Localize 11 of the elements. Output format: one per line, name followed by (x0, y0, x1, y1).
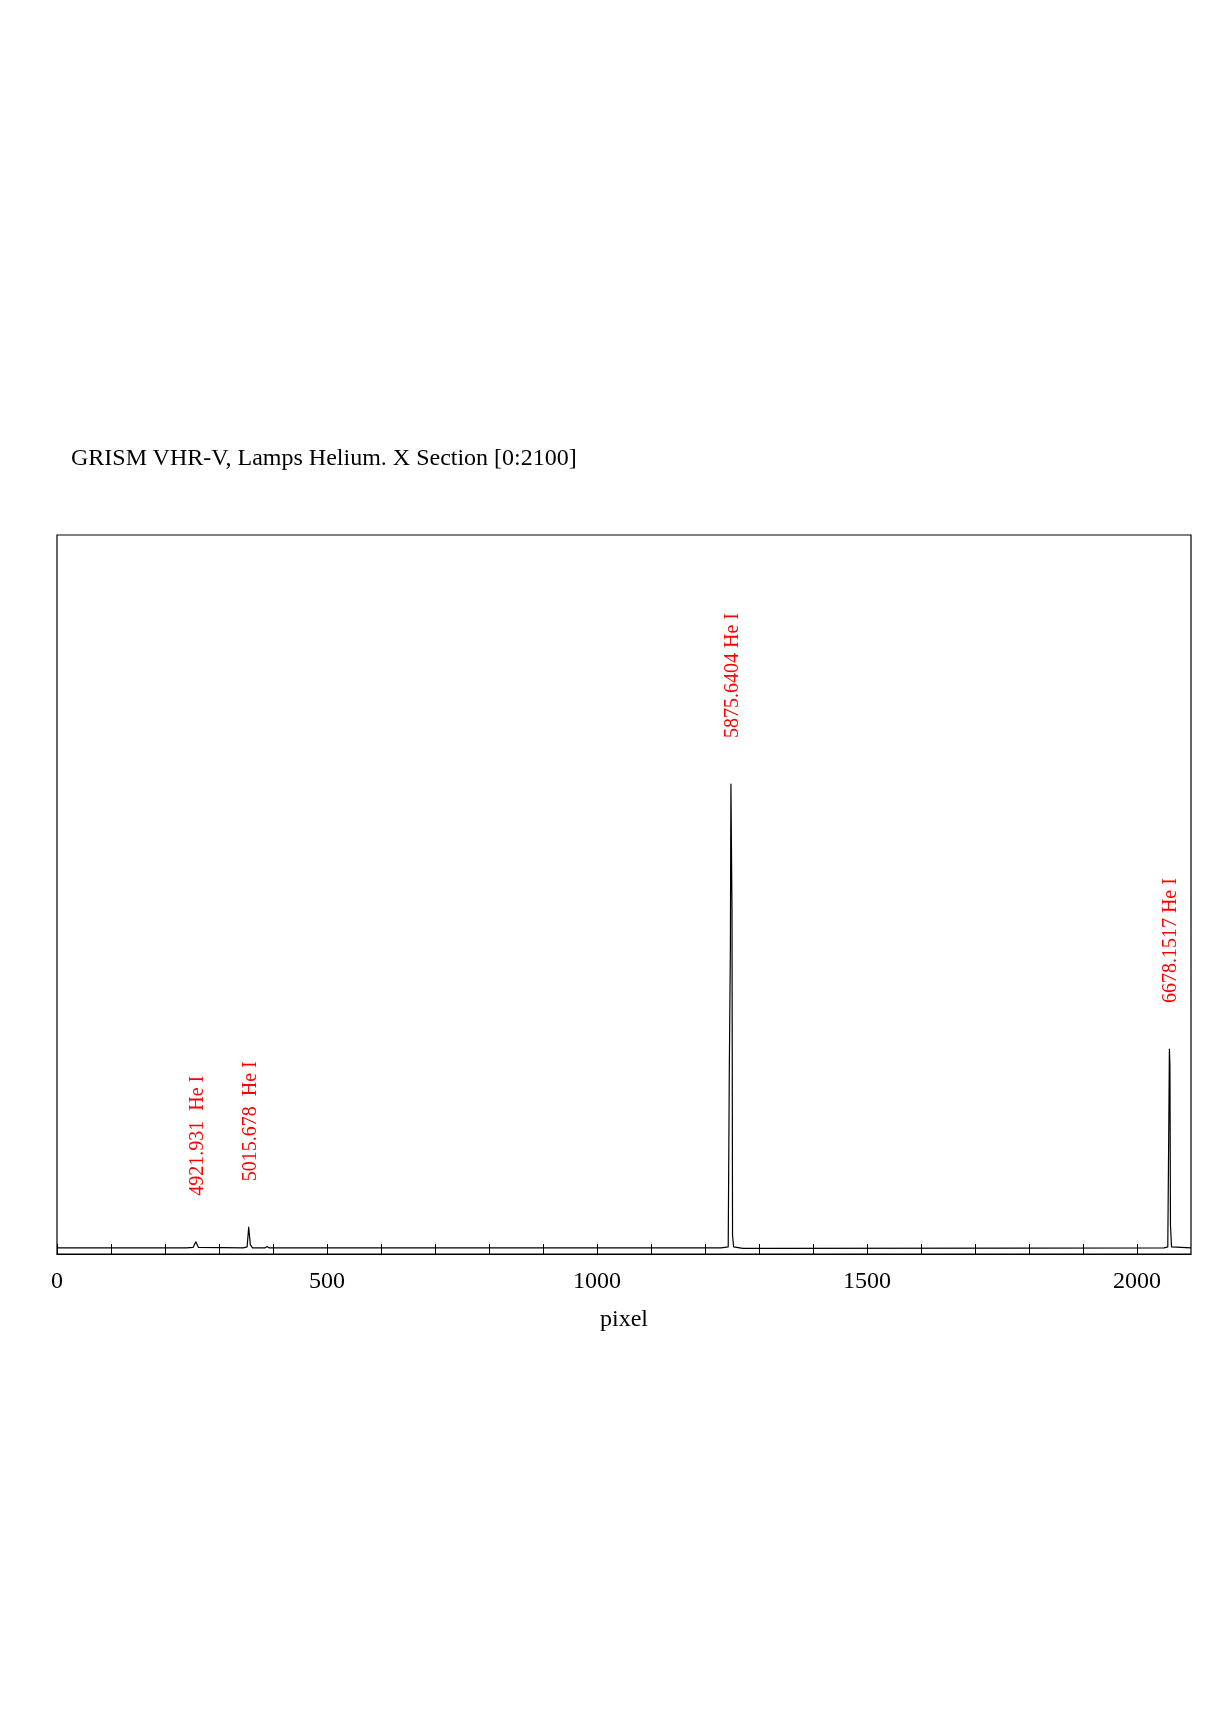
annotation: 5015.678 He I (237, 1061, 260, 1182)
x-tick-label: 1500 (843, 1267, 891, 1293)
annotation: 5875.6404 He I (719, 613, 742, 739)
x-tick-label: 2000 (1113, 1267, 1161, 1293)
x-tick-label: 500 (309, 1267, 345, 1293)
annotation: 4921.931 He I (184, 1075, 207, 1196)
x-tick-label: 0 (51, 1267, 63, 1293)
annotation: 6678.1517 He I (1158, 878, 1181, 1004)
chart-title: GRISM VHR-V, Lamps Helium. X Section [0:2100] (71, 444, 577, 470)
x-axis-title: pixel (600, 1305, 649, 1331)
x-tick-label: 1000 (573, 1267, 621, 1293)
